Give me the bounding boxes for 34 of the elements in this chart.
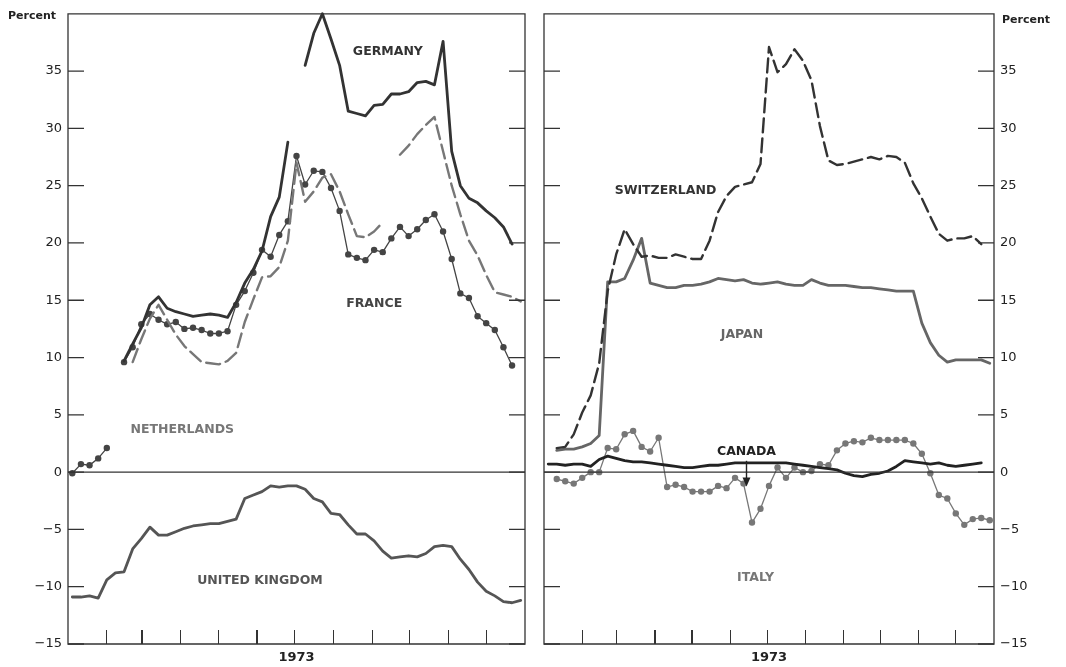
y-tick-label: 35 — [45, 62, 62, 78]
text: JAPAN — [719, 326, 764, 342]
y-tick-label: −10 — [34, 578, 62, 594]
y-tick-label: 15 — [1000, 291, 1017, 307]
y-axis-title: Percent — [8, 8, 57, 22]
text: NETHERLANDS — [130, 420, 235, 436]
y-tick-label: −10 — [1000, 578, 1028, 594]
text: FRANCE — [346, 294, 403, 310]
y-tick-label: 25 — [45, 177, 62, 193]
y-tick-label: 0 — [1000, 463, 1009, 479]
y-tick-label: 0 — [53, 463, 62, 479]
y-tick-label: 10 — [45, 348, 62, 364]
x-axis-title: 1973 — [278, 649, 315, 665]
y-axis-title: Percent — [1002, 12, 1051, 26]
y-tick-label: −15 — [34, 635, 62, 651]
series-label: GERMANY — [352, 42, 424, 58]
y-tick-label: 30 — [45, 119, 62, 135]
y-tick-label: 5 — [1000, 406, 1009, 422]
y-tick-label: 5 — [53, 406, 62, 422]
text: UNITED KINGDOM — [197, 572, 323, 588]
y-tick-label: −5 — [1000, 520, 1020, 536]
y-tick-label: 35 — [1000, 62, 1017, 78]
y-tick-label: 15 — [45, 291, 62, 307]
y-tick-label: 30 — [1000, 119, 1017, 135]
y-tick-label: 10 — [1000, 348, 1017, 364]
y-tick-label: 25 — [1000, 177, 1017, 193]
text: ITALY — [737, 569, 775, 585]
y-tick-label: −15 — [1000, 635, 1028, 651]
y-tick-label: −5 — [42, 520, 62, 536]
y-tick-label: 20 — [45, 234, 62, 250]
x-axis-title: 1973 — [750, 649, 788, 665]
series-label: SWITZERLAND — [614, 181, 717, 197]
series-label: CANADA — [716, 443, 777, 459]
y-tick-label: 20 — [1000, 234, 1017, 250]
